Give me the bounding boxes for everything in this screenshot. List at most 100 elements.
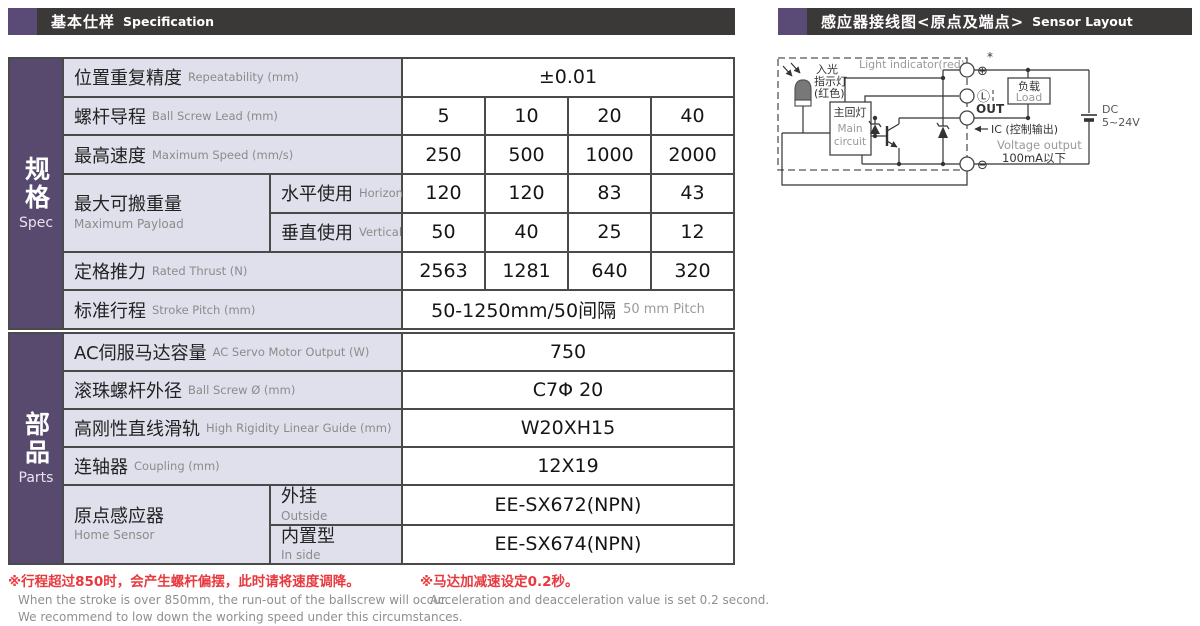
label-payload-horizontal: 水平使用 Horizontal (kg)	[271, 175, 444, 212]
value-repeatability: ±0.01	[403, 59, 733, 96]
ground-wire	[781, 133, 968, 186]
load-label-en: Load	[1016, 91, 1042, 104]
value-vertical-2: 40	[486, 213, 567, 251]
footnote-stroke-en2: We recommend to low down the working spe…	[18, 610, 463, 624]
terminal-plus	[959, 62, 975, 78]
value-thrust-4: 320	[652, 252, 733, 290]
label-max-speed: 最高速度 Maximum Speed (mm/s)	[64, 136, 401, 174]
sensor-body-outline	[777, 57, 968, 171]
spec-table: 规格 Spec 位置重复精度 Repeatability (mm) ±0.01 …	[8, 57, 735, 330]
main-circuit-cn: 主回灯	[834, 106, 867, 119]
value-lead-4: 40	[652, 97, 733, 135]
label-payload-vertical: 垂直使用 Vertical (kg)	[271, 213, 429, 251]
value-horizontal-2: 120	[486, 175, 567, 212]
value-servo-motor: 750	[403, 334, 733, 370]
label-coupling: 连轴器 Coupling (mm)	[64, 448, 401, 484]
value-lead-1: 5	[403, 97, 484, 135]
dc-label: DC	[1102, 103, 1118, 116]
main-circuit-en2: circuit	[834, 136, 866, 148]
value-speed-2: 500	[486, 136, 567, 174]
label-servo-motor: AC伺服马达容量 AC Servo Motor Output (W)	[64, 334, 401, 370]
footnote-stroke-cn: ※行程超过850时，会产生螺杆偏摆，此时请将速度调降。	[8, 574, 360, 590]
value-linear-guide: W20XH15	[403, 410, 733, 446]
spec-header-title-cn: 基本仕样	[51, 13, 116, 31]
voltage-output-label: Voltage output	[997, 138, 1082, 152]
label-sensor-outside: 外挂 Outside	[271, 486, 401, 524]
plus-terminal-label: ⊕	[977, 64, 988, 79]
label-home-sensor: 原点感应器 Home Sensor	[64, 486, 269, 563]
load-label-cn: 负载	[1018, 79, 1040, 93]
value-horizontal-4: 43	[652, 175, 733, 212]
section-tab-parts: 部品 Parts	[10, 334, 62, 563]
ic-output-label: IC (控制输出)	[991, 122, 1058, 136]
value-thrust-3: 640	[569, 252, 650, 290]
footnote-accel-en1: Acceleration and deacceleration value is…	[430, 593, 770, 607]
footnote-stroke-en1: When the stroke is over 850mm, the run-o…	[18, 593, 449, 607]
value-thrust-1: 2563	[403, 252, 484, 290]
footnote-accel-cn: ※马达加减速设定0.2秒。	[420, 574, 579, 590]
load-box	[1007, 77, 1051, 105]
spec-header-title-en: Specification	[123, 14, 214, 29]
terminal-minus	[959, 156, 975, 172]
light-arrow-icon	[790, 62, 801, 74]
label-stroke-pitch: 标准行程 Stroke Pitch (mm)	[64, 291, 401, 328]
section-tab-spec-cn: 规格	[21, 156, 51, 212]
led-label-cn2: 指示灯	[814, 74, 847, 88]
terminal-circles	[959, 62, 975, 172]
parts-table: 部品 Parts AC伺服马达容量 AC Servo Motor Output …	[8, 332, 735, 565]
label-ball-screw-diameter: 滚珠螺杆外径 Ball Screw Ø (mm)	[64, 372, 401, 408]
label-max-payload: 最大可搬重量 Maximum Payload	[64, 175, 269, 251]
spec-header-bar: 基本仕样 Specification	[8, 8, 735, 35]
sensor-header-title-cn: 感应器接线图<原点及端点>	[821, 13, 1025, 31]
terminal-light	[959, 88, 975, 104]
value-vertical-1: 50	[403, 213, 484, 251]
value-vertical-3: 25	[569, 213, 650, 251]
out-terminal-label: OUT	[976, 102, 1005, 116]
label-sensor-inside: 内置型 In side	[271, 525, 401, 563]
value-vertical-4: 12	[652, 213, 733, 251]
footnote-stroke: ※行程超过850时，会产生螺杆偏摆，此时请将速度调降。 When the str…	[8, 570, 463, 624]
terminal-out	[959, 110, 975, 126]
sensor-wiring-diagram: 入光 指示灯 (红色) Light indicator(red) 主回灯 Mai…	[777, 50, 1140, 186]
value-sensor-outside: EE-SX672(NPN)	[403, 486, 733, 524]
label-repeatability: 位置重复精度 Repeatability (mm)	[64, 59, 401, 96]
purple-accent-square	[8, 8, 37, 35]
value-lead-2: 10	[486, 97, 567, 135]
main-circuit-en1: Main	[837, 123, 862, 135]
minus-terminal-label: ⊖	[977, 158, 988, 173]
sensor-header-title-en: Sensor Layout	[1032, 14, 1133, 29]
sensor-header-bar: 感应器接线图<原点及端点> Sensor Layout	[778, 8, 1192, 35]
dc-range-label: 5~24V	[1102, 116, 1140, 129]
value-stroke-pitch: 50-1250mm/50间隔 50 mm Pitch	[403, 291, 733, 328]
label-rated-thrust: 定格推力 Rated Thrust (N)	[64, 252, 401, 290]
value-sensor-inside: EE-SX674(NPN)	[403, 525, 733, 563]
value-thrust-2: 1281	[486, 252, 567, 290]
value-lead-3: 20	[569, 97, 650, 135]
current-limit-label: 100mA以下	[1002, 151, 1066, 165]
led-indicator-icon	[782, 62, 812, 107]
value-speed-4: 2000	[652, 136, 733, 174]
footnote-accel: ※马达加减速设定0.2秒。 Acceleration and deacceler…	[420, 570, 769, 607]
main-circuit-box	[829, 101, 872, 156]
light-arrow-icon	[782, 65, 793, 77]
light-indicator-label: Light indicator(red)	[859, 58, 965, 71]
value-horizontal-1: 120	[403, 175, 484, 212]
section-tab-spec: 规格 Spec	[10, 59, 62, 328]
value-speed-1: 250	[403, 136, 484, 174]
value-coupling: 12X19	[403, 448, 733, 484]
section-tab-parts-cn: 部品	[21, 411, 51, 467]
value-speed-3: 1000	[569, 136, 650, 174]
asterisk-mark: *	[987, 50, 993, 64]
label-ball-screw-lead: 螺杆导程 Ball Screw Lead (mm)	[64, 97, 401, 135]
value-horizontal-3: 83	[569, 175, 650, 212]
led-label-cn3: (红色)	[814, 86, 845, 100]
light-terminal-label: Ⓛ	[977, 90, 990, 105]
zener-diode-icon	[936, 122, 950, 144]
section-tab-spec-en: Spec	[18, 215, 54, 231]
led-label-cn1: 入光	[816, 62, 838, 76]
transistor-icon	[885, 118, 900, 164]
battery-icon	[1081, 70, 1097, 164]
value-ball-screw-diameter: C7Φ 20	[403, 372, 733, 408]
label-linear-guide: 高刚性直线滑轨 High Rigidity Linear Guide (mm)	[64, 410, 401, 446]
purple-accent-square	[778, 8, 807, 35]
